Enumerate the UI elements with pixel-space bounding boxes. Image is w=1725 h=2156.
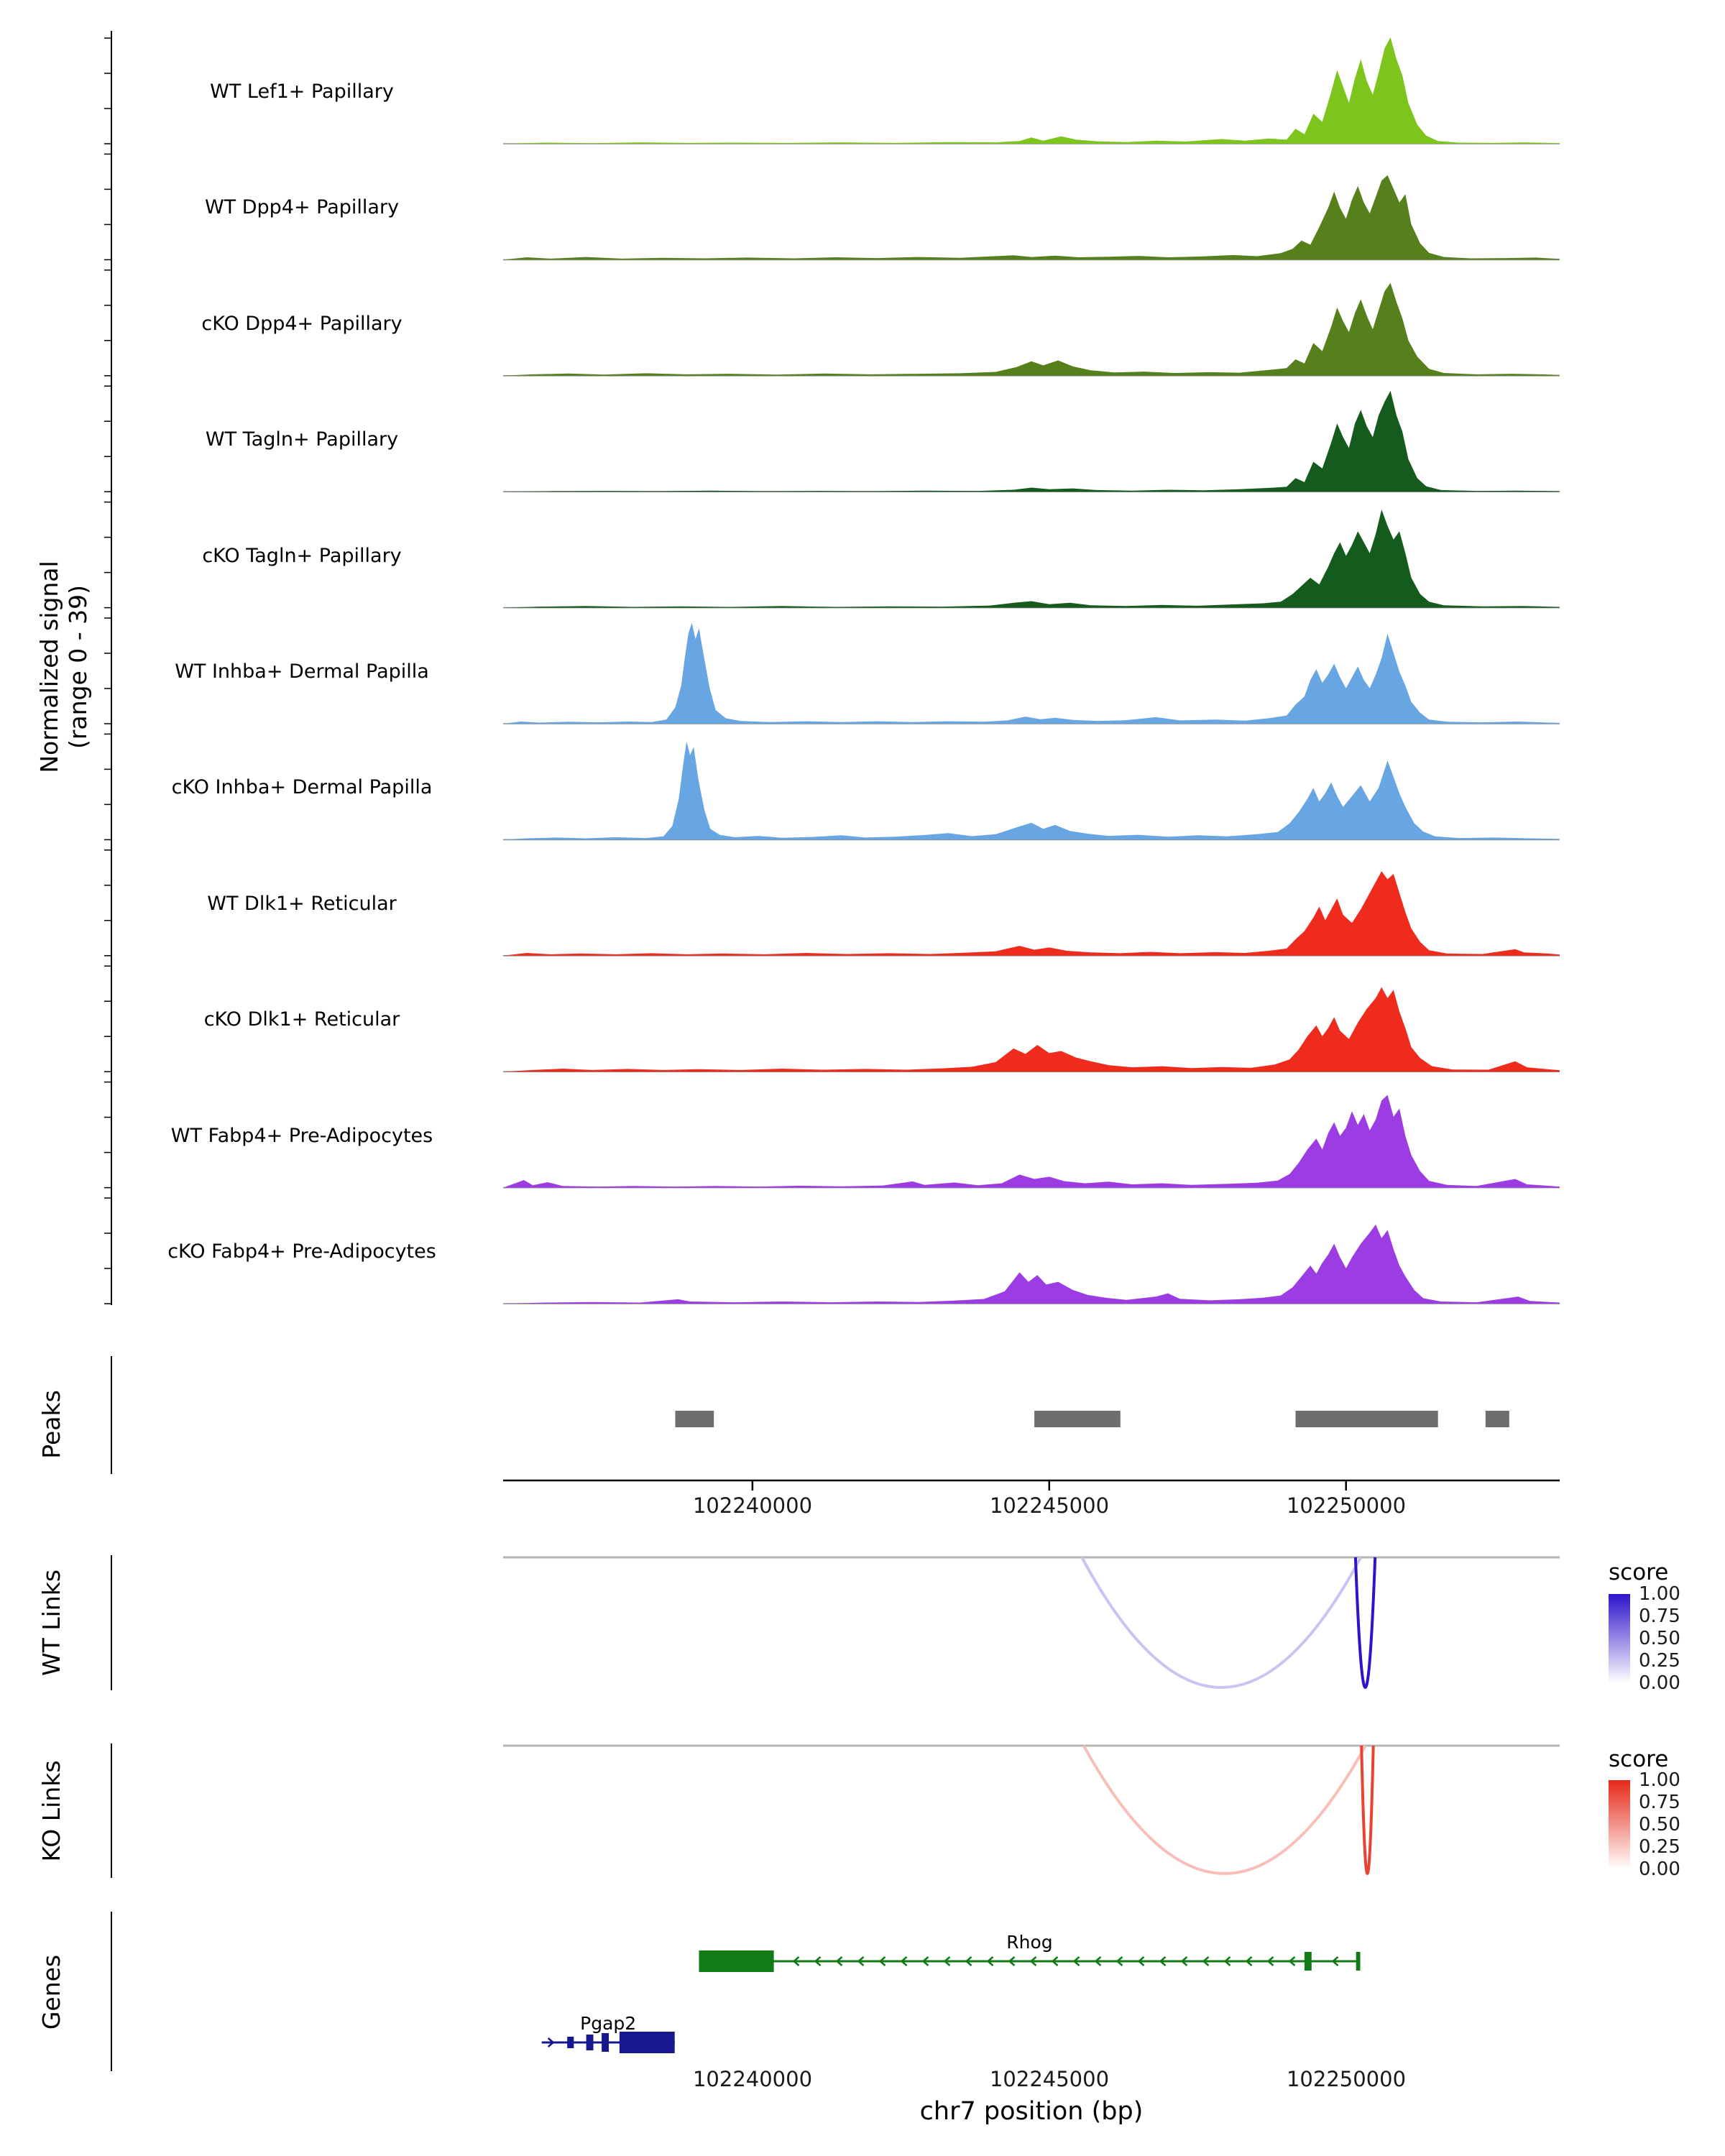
gene-strand-arrow: [1029, 1956, 1037, 1966]
wt-links-section-label: WT Links: [37, 1569, 65, 1677]
signal-area: [503, 1095, 1560, 1188]
gene-strand-arrow: [1180, 1956, 1188, 1966]
peak-rect: [1295, 1411, 1438, 1427]
peaks-section-label: Peaks: [37, 1390, 65, 1459]
gene-strand-arrow: [921, 1956, 929, 1966]
signal-area: [503, 871, 1560, 956]
x-tick-label: 102240000: [692, 2067, 813, 2091]
ko-legend-tick: 0.75: [1639, 1792, 1680, 1813]
gene-exon: [602, 2033, 609, 2052]
signal-area: [503, 987, 1560, 1072]
gene-strand-arrow: [878, 1956, 886, 1966]
signal-area: [503, 390, 1560, 492]
gene-strand-arrow: [1331, 1956, 1339, 1966]
signal-area: [503, 175, 1560, 260]
gene-label: Pgap2: [580, 2013, 636, 2034]
ko-legend-tick: 0.00: [1639, 1858, 1680, 1880]
gene-exon: [619, 2032, 675, 2053]
gene-strand-arrow: [1072, 1956, 1080, 1966]
signal-area: [503, 741, 1560, 840]
gene-strand-arrow: [1116, 1956, 1123, 1966]
legend-gradient-bar: [1609, 1594, 1630, 1683]
ko-legend-tick: 0.50: [1639, 1814, 1680, 1835]
gene-strand-arrow: [1288, 1956, 1296, 1966]
signal-area: [503, 37, 1560, 144]
gene-strand-arrow: [1159, 1956, 1167, 1966]
gene-strand-arrow: [1094, 1956, 1102, 1966]
gene-strand-arrow: [1137, 1956, 1145, 1966]
gene-strand-arrow: [547, 2037, 555, 2047]
wt-legend-tick: 1.00: [1639, 1583, 1680, 1605]
gene-strand-arrow: [1008, 1956, 1016, 1966]
x-tick-label: 102250000: [1286, 2067, 1407, 2091]
gene-strand-arrow: [943, 1956, 951, 1966]
track-label-cko-tagln: cKO Tagln+ Papillary: [202, 545, 402, 567]
track-label-wt-dpp4: WT Dpp4+ Papillary: [204, 196, 400, 218]
track-label-wt-lef1: WT Lef1+ Papillary: [210, 80, 394, 103]
gene-strand-arrow: [1266, 1956, 1274, 1966]
wt-legend-tick: 0.00: [1639, 1672, 1680, 1694]
wt-legend-tick: 0.75: [1639, 1606, 1680, 1627]
gene-strand-arrow: [1223, 1956, 1231, 1966]
gene-strand-arrow: [1051, 1956, 1059, 1966]
gene-exon: [1356, 1952, 1361, 1971]
ko-legend-tick: 1.00: [1639, 1769, 1680, 1791]
wt-link-arc: [1080, 1557, 1363, 1689]
signal-area: [503, 510, 1560, 608]
x-tick-label: 102245000: [989, 2067, 1110, 2091]
track-label-wt-inhba: WT Inhba+ Dermal Papilla: [175, 660, 429, 683]
legend-gradient-bar: [1609, 1780, 1630, 1869]
peak-rect: [675, 1411, 714, 1427]
gene-exon: [586, 2035, 594, 2050]
genes-section-label: Genes: [37, 1954, 65, 2030]
gene-strand-arrow: [792, 1956, 800, 1966]
ko-score-legend-title: score: [1609, 1746, 1669, 1772]
wt-legend-tick: 0.25: [1639, 1650, 1680, 1672]
gene-exon: [1304, 1952, 1312, 1971]
peak-rect: [1034, 1411, 1121, 1427]
wt-legend-tick: 0.50: [1639, 1628, 1680, 1649]
signal-area: [503, 1224, 1560, 1304]
track-label-wt-fabp4: WT Fabp4+ Pre-Adipocytes: [170, 1125, 433, 1147]
track-label-cko-dpp4: cKO Dpp4+ Papillary: [201, 313, 402, 335]
gene-strand-arrow: [814, 1956, 822, 1966]
gene-exon: [567, 2037, 574, 2048]
wt-link-arc: [1353, 1557, 1377, 1689]
track-label-cko-inhba: cKO Inhba+ Dermal Papilla: [171, 776, 433, 798]
track-label-cko-dlk1: cKO Dlk1+ Reticular: [203, 1008, 400, 1031]
gene-strand-arrow: [965, 1956, 972, 1966]
x-tick-label: 102240000: [692, 1493, 813, 1518]
track-label-cko-fabp4: cKO Fabp4+ Pre-Adipocytes: [167, 1240, 436, 1263]
gene-strand-arrow: [1245, 1956, 1253, 1966]
signal-area: [503, 282, 1560, 376]
ko-link-arc: [1360, 1745, 1375, 1875]
x-tick-label: 102250000: [1286, 1493, 1407, 1518]
gene-strand-arrow: [1202, 1956, 1210, 1966]
track-label-wt-tagln: WT Tagln+ Papillary: [205, 428, 399, 451]
wt-score-legend-title: score: [1609, 1560, 1669, 1585]
gene-exon: [699, 1950, 774, 1972]
track-label-wt-dlk1: WT Dlk1+ Reticular: [207, 893, 397, 915]
x-axis-title: chr7 position (bp): [919, 2097, 1144, 2126]
gene-strand-arrow: [900, 1956, 908, 1966]
ko-link-arc: [1082, 1745, 1367, 1875]
gene-label: Rhog: [1006, 1932, 1052, 1953]
gene-strand-arrow: [835, 1956, 843, 1966]
signal-axis-title: Normalized signal (range 0 - 39): [35, 561, 92, 773]
gene-strand-arrow: [857, 1956, 865, 1966]
peak-rect: [1485, 1411, 1509, 1427]
ko-legend-tick: 0.25: [1639, 1836, 1680, 1858]
x-tick-label: 102245000: [989, 1493, 1110, 1518]
signal-area: [503, 622, 1560, 724]
gene-strand-arrow: [986, 1956, 994, 1966]
